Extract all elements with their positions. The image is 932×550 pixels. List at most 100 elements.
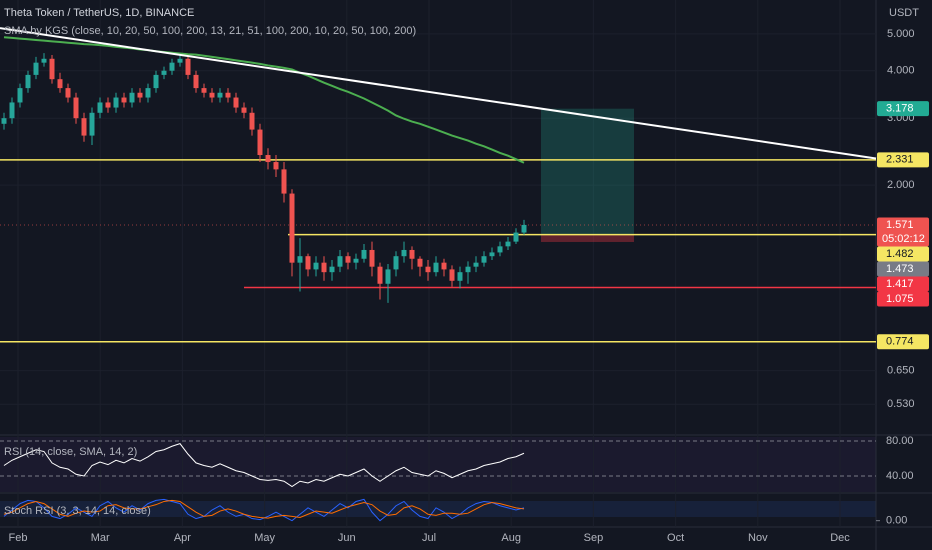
candle-body bbox=[457, 272, 463, 281]
candle-body bbox=[1, 118, 7, 124]
y-tick-label: 4.000 bbox=[887, 65, 915, 77]
candle-body bbox=[217, 92, 223, 98]
candle-body bbox=[377, 266, 383, 284]
price-badge-label: 2.331 bbox=[886, 154, 914, 166]
candle-body bbox=[241, 107, 247, 113]
candle-body bbox=[73, 97, 79, 119]
candle-body bbox=[169, 62, 175, 71]
x-tick-label: Jun bbox=[338, 532, 356, 544]
candle-body bbox=[57, 79, 63, 89]
candle-body bbox=[209, 92, 215, 98]
candle-body bbox=[201, 88, 207, 93]
candle-body bbox=[257, 129, 263, 156]
countdown-label: 05:02:12 bbox=[882, 233, 925, 245]
candle-body bbox=[385, 269, 391, 284]
price-badge-label: 1.482 bbox=[886, 248, 914, 260]
candle-body bbox=[265, 155, 271, 163]
y-tick-label: 2.000 bbox=[887, 179, 915, 191]
candle-body bbox=[449, 269, 455, 281]
candle-body bbox=[353, 258, 359, 263]
unit-label: USDT bbox=[889, 7, 919, 19]
candle-body bbox=[41, 58, 47, 63]
price-badge bbox=[877, 276, 929, 292]
candle-body bbox=[345, 256, 351, 263]
price-badge bbox=[877, 246, 929, 262]
x-tick-label: Feb bbox=[9, 532, 28, 544]
candle-body bbox=[513, 232, 519, 242]
stoch-tick-label: 0.00 bbox=[886, 515, 907, 527]
candle-body bbox=[89, 112, 95, 136]
candle-body bbox=[273, 162, 279, 170]
candle-body bbox=[97, 102, 103, 113]
candle-body bbox=[193, 74, 199, 89]
candle-body bbox=[361, 249, 367, 259]
candle-body bbox=[113, 97, 119, 108]
candle-body bbox=[313, 262, 319, 270]
candle-body bbox=[9, 102, 15, 119]
candle-body bbox=[177, 58, 183, 63]
candle-body bbox=[289, 193, 295, 263]
price-badge-label: 1.417 bbox=[886, 278, 914, 290]
candle-body bbox=[121, 97, 127, 103]
candle-body bbox=[281, 169, 287, 194]
candle-body bbox=[305, 256, 311, 270]
stoch-d-line bbox=[3, 499, 525, 519]
candle-body bbox=[225, 92, 231, 98]
trendline bbox=[0, 27, 877, 160]
price-badge bbox=[877, 334, 929, 350]
candle-body bbox=[297, 256, 303, 263]
candle-body bbox=[17, 88, 23, 103]
y-tick-label: 5.000 bbox=[887, 28, 915, 40]
candle-body bbox=[393, 256, 399, 270]
candle-body bbox=[145, 88, 151, 98]
candle-body bbox=[25, 74, 31, 89]
candle-body bbox=[417, 258, 423, 267]
rsi-line bbox=[3, 443, 525, 488]
x-tick-label: Mar bbox=[91, 532, 110, 544]
candle-body bbox=[185, 58, 191, 75]
x-tick-label: Jul bbox=[422, 532, 436, 544]
candle-body bbox=[321, 262, 327, 273]
candle-body bbox=[81, 118, 87, 136]
x-tick-label: Nov bbox=[748, 532, 768, 544]
price-badge-label: 0.774 bbox=[886, 336, 914, 348]
candle-body bbox=[161, 70, 167, 75]
rsi-tick-label: 40.00 bbox=[886, 470, 914, 482]
candle-body bbox=[337, 256, 343, 267]
candle-body bbox=[481, 256, 487, 263]
candle-body bbox=[505, 241, 511, 247]
stoch-title: Stoch RSI (3, 3, 14, 14, close) bbox=[4, 505, 151, 517]
candle-body bbox=[137, 92, 143, 98]
y-tick-label: 0.650 bbox=[887, 364, 915, 376]
price-badge bbox=[877, 217, 929, 247]
sma-line bbox=[3, 36, 525, 164]
x-tick-label: Sep bbox=[584, 532, 604, 544]
candle-body bbox=[489, 252, 495, 257]
candle-body bbox=[409, 249, 415, 259]
candle-body bbox=[49, 58, 55, 80]
rsi-pane bbox=[0, 437, 876, 492]
price-badge-label: 3.178 bbox=[886, 103, 914, 115]
candle-body bbox=[369, 249, 375, 267]
candle-body bbox=[233, 97, 239, 108]
candle-body bbox=[433, 262, 439, 273]
price-badge bbox=[877, 291, 929, 307]
position-stop-zone bbox=[541, 234, 634, 242]
candle-body bbox=[401, 249, 407, 257]
candle-body bbox=[497, 246, 503, 253]
rsi-tick-label: 80.00 bbox=[886, 435, 914, 447]
candle-body bbox=[473, 262, 479, 267]
candle-body bbox=[441, 262, 447, 270]
price-badge-label: 1.571 bbox=[886, 219, 914, 231]
x-tick-label: Aug bbox=[501, 532, 521, 544]
rsi-title: RSI (14, close, SMA, 14, 2) bbox=[4, 446, 137, 458]
candle-body bbox=[33, 62, 39, 75]
price-badge-label: 1.075 bbox=[886, 293, 914, 305]
price-badge bbox=[877, 152, 929, 168]
position-target-zone bbox=[541, 108, 634, 235]
candle-body bbox=[425, 266, 431, 273]
x-tick-label: Oct bbox=[667, 532, 684, 544]
candle-body bbox=[105, 102, 111, 108]
